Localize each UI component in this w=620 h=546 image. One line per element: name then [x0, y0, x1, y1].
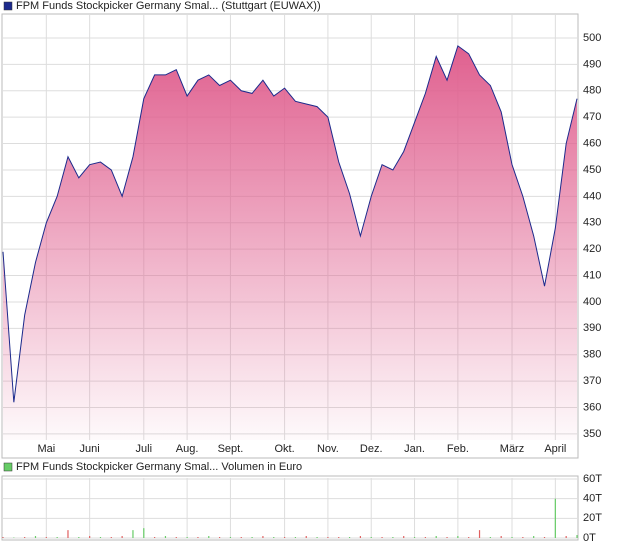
volume-bar: [197, 537, 199, 538]
y-tick-label: 490: [583, 58, 601, 70]
volume-bar: [164, 536, 167, 538]
x-tick-label: Nov.: [317, 443, 339, 455]
volume-bar: [56, 537, 58, 538]
y-tick-label: 440: [583, 190, 601, 202]
volume-bar: [229, 537, 232, 538]
x-tick-label: Juli: [136, 443, 153, 455]
volume-bar: [121, 536, 123, 538]
x-tick-label: Sept.: [218, 443, 244, 455]
volume-frame: [1, 475, 579, 541]
x-tick-label: Aug.: [176, 443, 199, 455]
y-tick-label: 410: [583, 269, 601, 281]
y-tick-label: 400: [583, 296, 601, 308]
x-tick-label: April: [544, 443, 566, 455]
volume-bar: [511, 537, 513, 538]
volume-bar: [294, 537, 297, 538]
volume-bar: [478, 530, 481, 538]
volume-bar: [413, 537, 416, 538]
volume-bar: [381, 537, 383, 538]
volume-bar: [327, 537, 329, 538]
volume-bar: [110, 537, 112, 538]
volume-bar: [78, 537, 80, 538]
volume-bar: [283, 537, 286, 538]
x-tick-label: Jan.: [404, 443, 425, 455]
y-tick-label: 460: [583, 137, 601, 149]
legend-swatch: [3, 1, 13, 11]
y-tick-label: 430: [583, 217, 601, 229]
volume-bar: [576, 535, 578, 538]
y-tick-label: 370: [583, 375, 601, 387]
volume-bar: [219, 537, 221, 538]
volume-bar: [554, 498, 556, 538]
volume-bar: [132, 530, 134, 538]
y-tick-label: 420: [583, 243, 601, 255]
volume-bar: [424, 537, 426, 538]
volume-bar: [186, 537, 188, 538]
volume-bar: [251, 537, 253, 538]
x-tick-label: Feb.: [447, 443, 469, 455]
volume-bar: [262, 536, 264, 538]
volume-bar: [273, 537, 275, 538]
y-tick-label: 360: [583, 401, 601, 413]
y-tick-label: 40T: [583, 493, 602, 505]
y-tick-label: 390: [583, 322, 601, 334]
volume-bar: [154, 537, 156, 538]
y-tick-label: 480: [583, 85, 601, 97]
y-tick-label: 20T: [583, 512, 602, 524]
y-tick-label: 0T: [583, 532, 596, 544]
legend-swatch: [3, 462, 13, 472]
volume-bar: [543, 537, 546, 538]
volume-bar: [457, 536, 459, 538]
volume-bar: [359, 536, 361, 538]
volume-bar: [2, 537, 4, 538]
volume-bar: [99, 537, 102, 538]
volume-bar: [565, 536, 567, 538]
volume-bar: [403, 536, 405, 538]
volume-bar: [208, 536, 210, 538]
volume-bar: [24, 537, 26, 538]
price-line: [2, 45, 578, 403]
volume-bar: [446, 537, 448, 538]
x-tick-label: März: [500, 443, 524, 455]
x-tick-label: Juni: [80, 443, 100, 455]
volume-bar: [338, 537, 340, 538]
volume-bar: [435, 536, 437, 538]
volume-bar: [34, 536, 37, 538]
volume-bar: [316, 537, 318, 538]
volume-bar: [392, 537, 394, 538]
y-tick-label: 380: [583, 349, 601, 361]
volume-bar: [143, 528, 145, 538]
volume-bar: [175, 537, 177, 538]
volume-bar: [468, 537, 470, 538]
y-tick-label: 60T: [583, 473, 602, 485]
y-tick-label: 350: [583, 428, 601, 440]
legend-label: FPM Funds Stockpicker Germany Smal... (S…: [16, 0, 321, 12]
x-tick-label: Dez.: [360, 443, 383, 455]
volume-bar: [522, 537, 524, 538]
volume-bar: [489, 537, 491, 538]
price-area: [3, 45, 577, 440]
volume-bar: [370, 537, 372, 538]
volume-bar: [240, 537, 242, 538]
legend-label: FPM Funds Stockpicker Germany Smal... Vo…: [16, 461, 302, 473]
x-tick-label: Mai: [37, 443, 55, 455]
y-tick-label: 500: [583, 32, 601, 44]
volume-bar: [45, 537, 47, 538]
x-tick-label: Okt.: [274, 443, 294, 455]
volume-bar: [67, 530, 69, 538]
y-tick-label: 470: [583, 111, 601, 123]
volume-bar: [533, 536, 535, 538]
volume-bar: [500, 536, 502, 538]
y-tick-label: 450: [583, 164, 601, 176]
price-frame: [1, 13, 579, 459]
volume-bar: [89, 536, 91, 538]
volume-bar: [348, 537, 351, 538]
volume-bar: [305, 536, 307, 538]
